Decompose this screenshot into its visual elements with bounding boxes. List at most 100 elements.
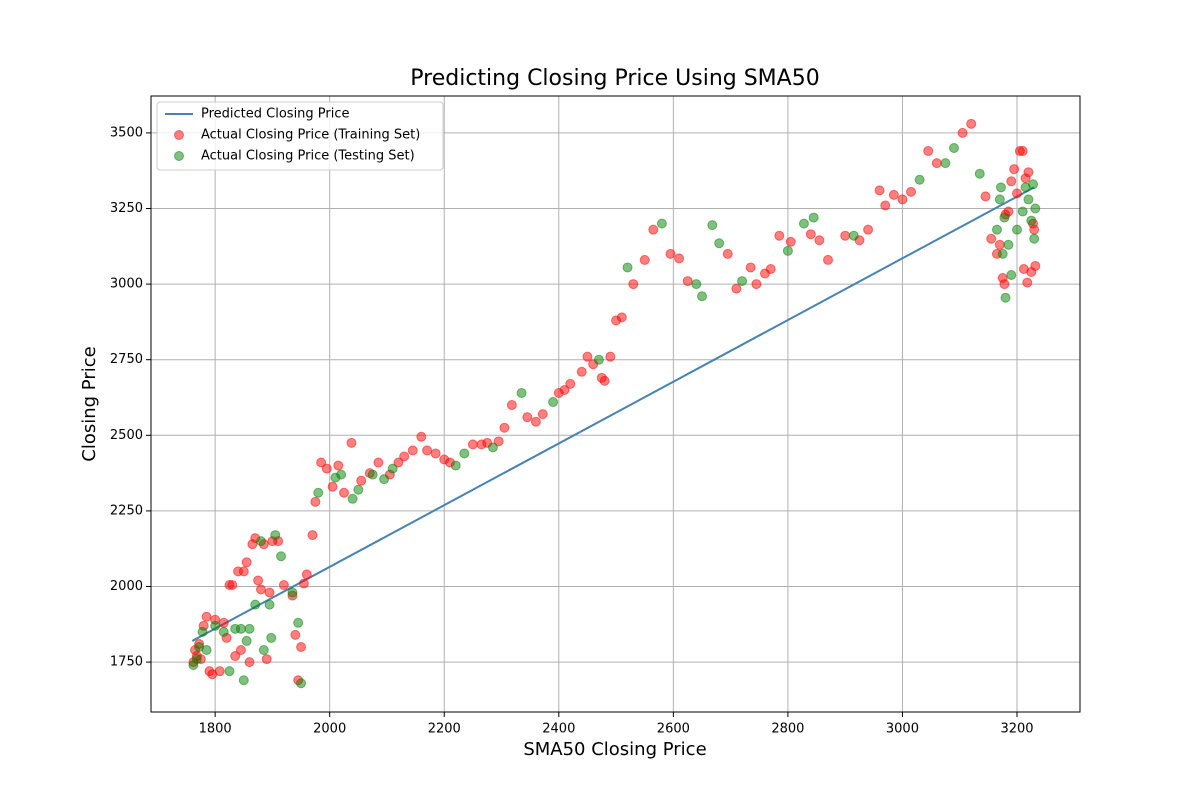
point xyxy=(914,174,925,185)
legend-marker xyxy=(174,151,184,161)
point xyxy=(1017,146,1028,157)
point xyxy=(628,279,639,290)
point xyxy=(293,617,304,628)
x-tick-label: 1800 xyxy=(199,722,232,737)
point xyxy=(530,416,541,427)
x-tick-label: 2600 xyxy=(657,722,690,737)
y-tick-label: 3000 xyxy=(110,277,143,292)
point xyxy=(1000,292,1011,303)
point xyxy=(416,431,427,442)
point xyxy=(430,448,441,459)
point xyxy=(227,579,238,590)
legend-label: Predicted Closing Price xyxy=(201,107,350,122)
y-tick-label: 2750 xyxy=(110,352,143,367)
point xyxy=(906,186,917,197)
chart-title: Predicting Closing Price Using SMA50 xyxy=(410,66,819,91)
point xyxy=(296,678,307,689)
point xyxy=(765,263,776,274)
point xyxy=(751,279,762,290)
point xyxy=(339,487,350,498)
point xyxy=(353,484,364,495)
x-tick-label: 3200 xyxy=(1000,722,1033,737)
point xyxy=(313,487,324,498)
point xyxy=(1029,233,1040,244)
prediction-line xyxy=(191,186,1035,642)
point xyxy=(737,276,748,287)
point xyxy=(994,194,1005,205)
point xyxy=(674,253,685,264)
point xyxy=(459,448,470,459)
legend-box xyxy=(156,101,444,171)
point xyxy=(253,575,264,586)
point xyxy=(1003,239,1014,250)
x-tick-label: 2400 xyxy=(542,722,575,737)
point xyxy=(999,279,1010,290)
point xyxy=(250,599,261,610)
point xyxy=(307,530,318,541)
point xyxy=(393,457,404,468)
point xyxy=(373,457,384,468)
x-axis-label: SMA50 Closing Price xyxy=(523,739,706,760)
point xyxy=(731,283,742,294)
legend-label: Actual Closing Price (Training Set) xyxy=(201,128,420,143)
point xyxy=(235,623,246,634)
point xyxy=(278,579,289,590)
point xyxy=(346,437,357,448)
point xyxy=(522,412,533,423)
point xyxy=(648,224,659,235)
point xyxy=(241,635,252,646)
point xyxy=(656,218,667,229)
point xyxy=(1022,277,1033,288)
point xyxy=(316,457,327,468)
point xyxy=(467,439,478,450)
point xyxy=(848,230,859,241)
point xyxy=(506,400,517,411)
point xyxy=(214,666,225,677)
y-tick-label: 3250 xyxy=(110,201,143,216)
point xyxy=(238,675,249,686)
point xyxy=(940,158,951,169)
point xyxy=(333,460,344,471)
point xyxy=(270,530,281,541)
point xyxy=(224,666,235,677)
point xyxy=(241,557,252,568)
point xyxy=(287,587,298,598)
point xyxy=(980,191,991,202)
plot-area: 1800 2000 2200 2400 2600 2800 3000 3200 1750 2000… xyxy=(110,95,1081,737)
point xyxy=(897,194,908,205)
point xyxy=(1023,167,1034,178)
point xyxy=(616,312,627,323)
point xyxy=(997,248,1008,259)
point xyxy=(210,620,221,631)
point xyxy=(1030,203,1041,214)
point xyxy=(1028,179,1039,190)
point xyxy=(191,654,202,665)
y-tick-label: 2250 xyxy=(110,503,143,518)
plot-frame xyxy=(150,95,1081,713)
point xyxy=(244,623,255,634)
point xyxy=(880,200,891,211)
point xyxy=(1017,206,1028,217)
point xyxy=(814,235,825,246)
point xyxy=(931,158,942,169)
point xyxy=(863,224,874,235)
point xyxy=(722,248,733,259)
point xyxy=(974,168,985,179)
point xyxy=(782,245,793,256)
point xyxy=(218,617,229,628)
y-tick-label: 3500 xyxy=(110,125,143,140)
point xyxy=(327,481,338,492)
point xyxy=(367,469,378,480)
point xyxy=(874,185,885,196)
point xyxy=(1006,270,1017,281)
point xyxy=(948,143,959,154)
point xyxy=(605,351,616,362)
point xyxy=(1009,164,1020,175)
point xyxy=(537,409,548,420)
point xyxy=(1029,224,1040,235)
point xyxy=(387,463,398,474)
point xyxy=(994,239,1005,250)
legend-marker xyxy=(174,130,184,140)
point xyxy=(266,632,277,643)
